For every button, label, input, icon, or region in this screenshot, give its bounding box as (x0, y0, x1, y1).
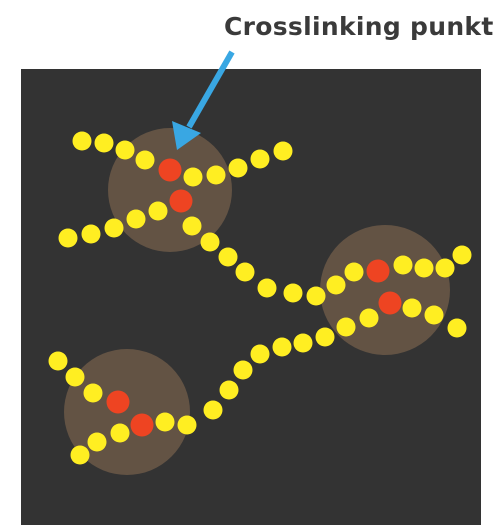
chain-bead (155, 412, 175, 432)
chain-bead (177, 415, 197, 435)
chain-bead (235, 262, 255, 282)
chain-bead (94, 133, 114, 153)
chain-bead (81, 224, 101, 244)
chain-bead (87, 432, 107, 452)
chain-bead (58, 228, 78, 248)
chain-bead (72, 131, 92, 151)
crosslink-bead (169, 189, 193, 213)
chain-bead (228, 158, 248, 178)
chain-bead (273, 141, 293, 161)
chain-bead (218, 247, 238, 267)
chain-bead (135, 150, 155, 170)
chain-bead (414, 258, 434, 278)
chain-bead (326, 275, 346, 295)
chain-bead (115, 140, 135, 160)
chain-bead (183, 167, 203, 187)
chain-bead (435, 258, 455, 278)
chain-bead (402, 298, 422, 318)
chain-bead (393, 255, 413, 275)
chain-bead (200, 232, 220, 252)
chain-bead (48, 351, 68, 371)
chain-bead (65, 367, 85, 387)
chain-bead (306, 286, 326, 306)
chain-bead (250, 149, 270, 169)
chain-bead (203, 400, 223, 420)
chain-bead (233, 360, 253, 380)
chain-bead (452, 245, 472, 265)
arrow-head (172, 121, 201, 150)
chain-bead (447, 318, 467, 338)
chain-bead (182, 216, 202, 236)
crosslink-points (106, 158, 402, 437)
chain-bead (206, 165, 226, 185)
chain-bead (219, 380, 239, 400)
annotation-label: Crosslinking punkt (224, 12, 494, 41)
crosslink-bead (366, 259, 390, 283)
arrow-shaft (186, 50, 235, 129)
chain-bead (104, 218, 124, 238)
chain-bead (336, 317, 356, 337)
chain-bead (110, 423, 130, 443)
polymer-chains (48, 131, 472, 465)
chain-bead (359, 308, 379, 328)
chain-bead (83, 383, 103, 403)
annotation-arrow (172, 50, 235, 150)
chain-bead (315, 327, 335, 347)
chain-bead (148, 201, 168, 221)
chain-bead (293, 333, 313, 353)
crosslink-bead (378, 291, 402, 315)
chain-bead (70, 445, 90, 465)
crosslink-bead (130, 413, 154, 437)
chain-bead (126, 209, 146, 229)
chain-bead (344, 262, 364, 282)
crosslink-bead (158, 158, 182, 182)
chain-bead (283, 283, 303, 303)
crosslink-bead (106, 390, 130, 414)
chain-bead (272, 337, 292, 357)
chain-bead (257, 278, 277, 298)
chain-bead (250, 344, 270, 364)
chain-bead (424, 305, 444, 325)
